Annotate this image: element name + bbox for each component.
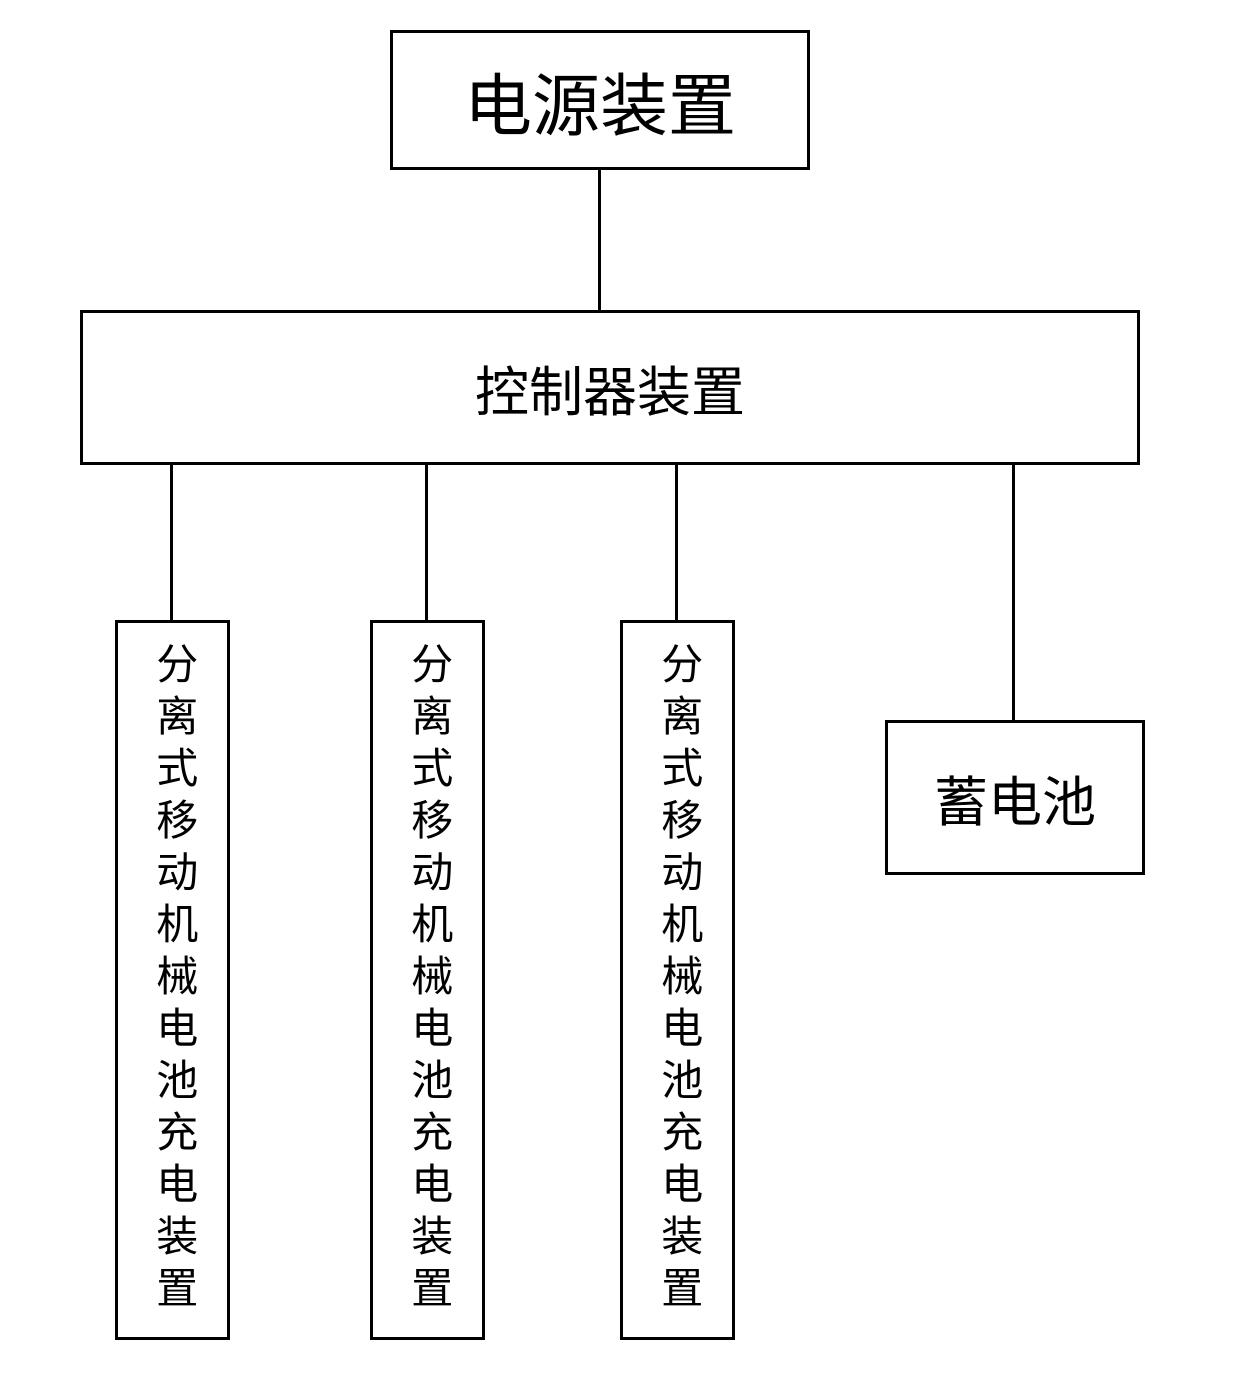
node-battery: 蓄电池 — [885, 720, 1145, 875]
node-label: 控制器装置 — [475, 348, 745, 427]
node-charger-3: 分离式移动机械电池充电装置 — [620, 620, 735, 1340]
connector-middle-child2 — [425, 465, 428, 620]
node-controller: 控制器装置 — [80, 310, 1140, 465]
node-label: 电源装置 — [464, 51, 736, 150]
node-label: 分离式移动机械电池充电装置 — [147, 642, 197, 1318]
block-diagram: 电源装置 控制器装置 分离式移动机械电池充电装置 分离式移动机械电池充电装置 分… — [0, 0, 1240, 1400]
node-label: 分离式移动机械电池充电装置 — [402, 642, 452, 1318]
node-label: 分离式移动机械电池充电装置 — [652, 642, 702, 1318]
node-power-supply: 电源装置 — [390, 30, 810, 170]
connector-top-middle — [598, 170, 601, 310]
connector-middle-battery — [1012, 465, 1015, 720]
node-label: 蓄电池 — [934, 758, 1096, 837]
node-charger-1: 分离式移动机械电池充电装置 — [115, 620, 230, 1340]
connector-middle-child3 — [675, 465, 678, 620]
node-charger-2: 分离式移动机械电池充电装置 — [370, 620, 485, 1340]
connector-middle-child1 — [170, 465, 173, 620]
